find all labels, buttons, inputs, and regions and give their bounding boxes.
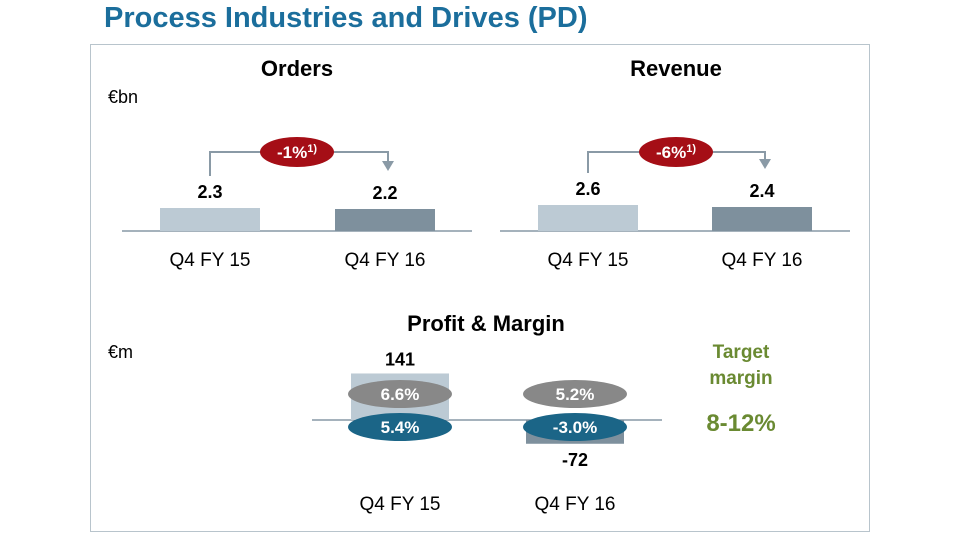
- chart-frame: [90, 44, 870, 532]
- orders-value-q4fy16: 2.2: [372, 183, 397, 203]
- margin-pill-gray-q4fy16-label: 5.2%: [556, 385, 595, 404]
- revenue-title: Revenue: [630, 56, 722, 81]
- profit-title: Profit & Margin: [407, 311, 565, 336]
- margin-pill-gray-q4fy15-label: 6.6%: [381, 385, 420, 404]
- orders-bar-q4fy16: [335, 209, 435, 231]
- revenue-bar-q4fy16: [712, 207, 812, 231]
- orders-category-q4fy16: Q4 FY 16: [345, 250, 426, 271]
- revenue-value-q4fy15: 2.6: [575, 179, 600, 199]
- margin-pill-blue-q4fy15-label: 5.4%: [381, 418, 420, 437]
- target-label-line2: margin: [709, 368, 772, 389]
- revenue-arrow-head: [759, 159, 771, 169]
- profit-category-q4fy15: Q4 FY 15: [360, 494, 441, 515]
- profit-unit: €m: [108, 342, 133, 362]
- page-title: Process Industries and Drives (PD): [104, 2, 588, 34]
- revenue-bar-q4fy15: [538, 205, 638, 231]
- revenue-change-pill: [639, 137, 713, 167]
- profit-category-q4fy16: Q4 FY 16: [535, 494, 616, 515]
- orders-arrow-head: [382, 161, 394, 171]
- revenue-category-q4fy15: Q4 FY 15: [548, 250, 629, 271]
- orders-change-pill: [260, 137, 334, 167]
- target-range: 8-12%: [706, 410, 775, 437]
- orders-bar-q4fy15: [160, 208, 260, 231]
- orders-category-q4fy15: Q4 FY 15: [170, 250, 251, 271]
- profit-value-q4fy15: 141: [385, 349, 415, 369]
- revenue-value-q4fy16: 2.4: [749, 181, 774, 201]
- margin-pill-gray-q4fy15: [348, 380, 452, 408]
- margin-pill-gray-q4fy16: [523, 380, 627, 408]
- orders-title: Orders: [261, 56, 333, 81]
- profit-value-q4fy16: -72: [562, 450, 588, 470]
- target-label-line1: Target: [713, 342, 770, 363]
- margin-pill-blue-q4fy16: [523, 413, 627, 441]
- revenue-category-q4fy16: Q4 FY 16: [722, 250, 803, 271]
- orders-unit: €bn: [108, 87, 138, 107]
- orders-value-q4fy15: 2.3: [197, 182, 222, 202]
- margin-pill-blue-q4fy15: [348, 413, 452, 441]
- margin-pill-blue-q4fy16-label: -3.0%: [553, 418, 597, 437]
